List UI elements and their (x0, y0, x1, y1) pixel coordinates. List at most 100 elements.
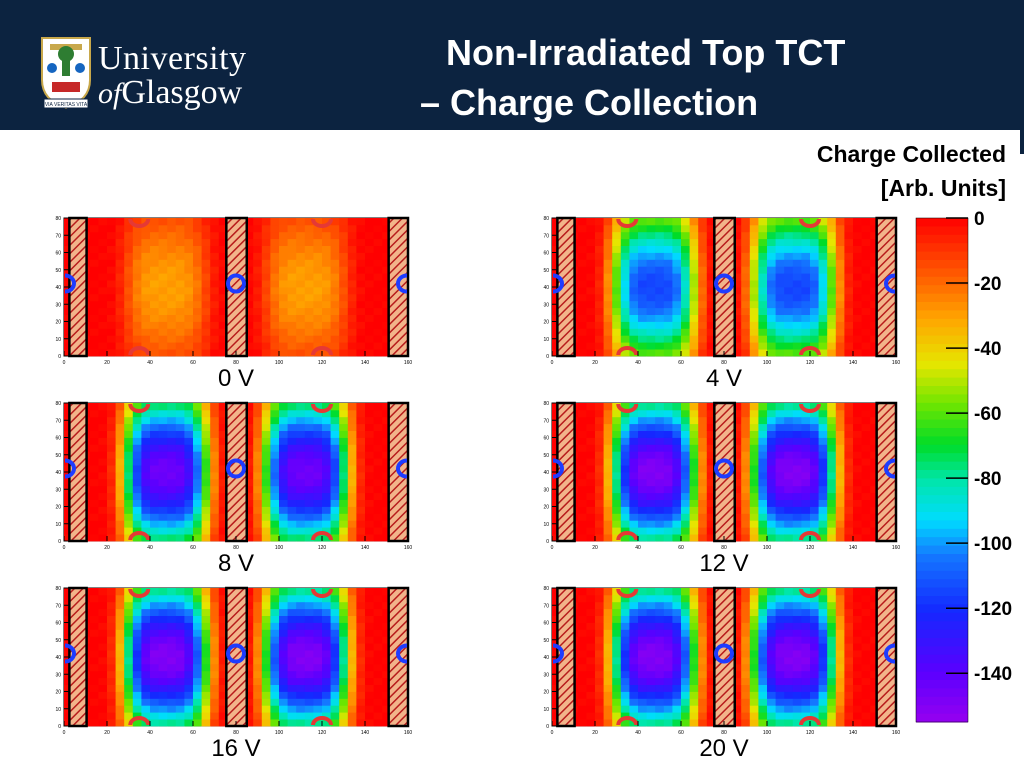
heatmap-cell (150, 485, 159, 494)
heatmap-cell (749, 409, 759, 418)
heatmap-cell (612, 252, 622, 260)
heatmap-cell (373, 608, 383, 616)
heatmap-cell (818, 622, 828, 630)
heatmap-cell (330, 472, 340, 480)
heatmap-cell (784, 287, 794, 295)
heatmap-cell (758, 423, 768, 431)
y-tick-label: 20 (55, 690, 61, 696)
heatmap-cell (758, 513, 768, 521)
heatmap-cell (586, 252, 596, 260)
heatmap-cell (253, 444, 263, 452)
heatmap-cell (98, 698, 108, 706)
heatmap-cell (655, 629, 665, 637)
heatmap-cell (767, 636, 776, 644)
heatmap-cell (184, 499, 194, 507)
heatmap-cell (672, 437, 682, 445)
heatmap-cell (261, 349, 271, 357)
heatmap-cell (646, 650, 656, 658)
heatmap-cell (681, 273, 690, 281)
heatmap-cell (244, 259, 254, 267)
heatmap-cell (663, 416, 673, 425)
heatmap-cell (853, 650, 862, 658)
heatmap-cell (150, 409, 159, 418)
heatmap-cell (681, 657, 690, 665)
heatmap-cell (689, 451, 699, 459)
heatmap-cell (620, 513, 630, 521)
heatmap-cell (261, 622, 271, 630)
heatmap-cell (218, 403, 228, 411)
heatmap-cell (124, 451, 134, 459)
heatmap-cell (330, 691, 340, 699)
heatmap-cell (835, 218, 845, 226)
heatmap-cell (210, 622, 220, 630)
heatmap-cell (663, 293, 673, 302)
heatmap-cell (870, 465, 880, 473)
heatmap-cell (158, 608, 168, 616)
heatmap-cell (835, 423, 845, 431)
heatmap-cell (339, 588, 349, 596)
heatmap-cell (115, 472, 125, 480)
heatmap-cell (261, 273, 271, 281)
heatmap-cell (638, 231, 647, 240)
heatmap-cell (577, 451, 587, 459)
heatmap-cell (347, 218, 357, 226)
heatmap-cell (620, 478, 630, 487)
heatmap-cell (287, 670, 297, 679)
heatmap-cell (279, 698, 288, 706)
heatmap-cell (810, 409, 819, 418)
heatmap-cell (132, 601, 142, 610)
heatmap-cell (244, 677, 254, 685)
heatmap-cell (382, 287, 392, 295)
heatmap-cell (689, 670, 699, 679)
heatmap-cell (620, 293, 630, 302)
heatmap-cell (304, 485, 314, 494)
heatmap-cell (706, 478, 716, 487)
heatmap-cell (261, 615, 271, 623)
heatmap-cell (304, 492, 314, 500)
heatmap-cell (827, 224, 837, 233)
heatmap-cell (706, 594, 716, 603)
heatmap-cell (210, 273, 220, 281)
heatmap-cell (672, 300, 682, 309)
heatmap-cell (158, 252, 168, 260)
heatmap-cell (356, 594, 366, 603)
heatmap-cell (646, 266, 656, 274)
heatmap-cell (365, 273, 374, 281)
heatmap-cell (749, 650, 759, 658)
heatmap-cell (158, 231, 168, 240)
heatmap-cell (98, 657, 108, 665)
heatmap-cell (279, 430, 288, 438)
heatmap-cell (595, 314, 604, 322)
heatmap-cell (646, 691, 656, 699)
heatmap-cell (810, 458, 819, 466)
heatmap-cell (365, 259, 374, 267)
heatmap-cell (801, 423, 811, 431)
heatmap-cell (167, 224, 177, 233)
heatmap-cell (758, 416, 768, 425)
heatmap-cell (253, 409, 263, 418)
heatmap-cell (595, 416, 604, 425)
heatmap-cell (586, 437, 596, 445)
heatmap-cell (655, 492, 665, 500)
heatmap-cell (167, 273, 177, 281)
x-tick-label: 140 (849, 545, 858, 551)
heatmap-cell (698, 224, 708, 233)
heatmap-cell (356, 430, 366, 438)
heatmap-cell (810, 670, 819, 679)
x-tick-label: 60 (190, 730, 196, 736)
y-tick-label: 0 (58, 724, 61, 730)
heatmap-cell (784, 266, 794, 274)
heatmap-cell (175, 465, 185, 473)
heatmap-cell (261, 684, 271, 692)
heatmap-cell (373, 321, 383, 329)
heatmap-cell (365, 307, 374, 315)
heatmap-cell (603, 719, 613, 727)
heatmap-cell (775, 588, 785, 596)
heatmap-cell (270, 684, 280, 692)
heatmap-cell (638, 594, 647, 603)
heatmap-cell (844, 527, 854, 535)
heatmap-cell (784, 650, 794, 658)
heatmap-cell (655, 430, 665, 438)
heatmap-cell (373, 588, 383, 596)
heatmap-cell (629, 663, 639, 672)
